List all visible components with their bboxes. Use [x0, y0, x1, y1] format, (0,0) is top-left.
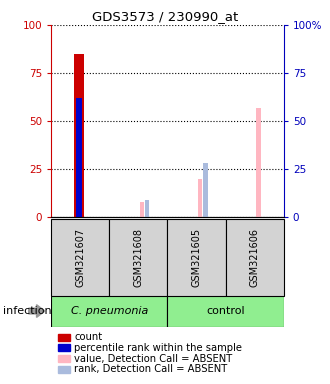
Bar [168, 296, 284, 327]
Text: infection: infection [3, 306, 52, 316]
Text: count: count [74, 332, 102, 342]
Text: GSM321606: GSM321606 [250, 228, 260, 287]
Bar [256, 108, 261, 217]
Bar [198, 179, 202, 217]
Text: control: control [206, 306, 245, 316]
Bar [168, 219, 226, 296]
Text: GSM321605: GSM321605 [191, 228, 202, 287]
Bar [76, 98, 82, 217]
Bar [140, 202, 144, 217]
Text: GSM321607: GSM321607 [75, 228, 85, 287]
Bar [51, 219, 109, 296]
Bar [145, 200, 149, 217]
Bar [203, 163, 208, 217]
Bar [226, 219, 284, 296]
Text: GDS3573 / 230990_at: GDS3573 / 230990_at [92, 10, 238, 23]
Text: C. pneumonia: C. pneumonia [71, 306, 148, 316]
Text: percentile rank within the sample: percentile rank within the sample [74, 343, 242, 353]
Bar [51, 296, 168, 327]
Text: value, Detection Call = ABSENT: value, Detection Call = ABSENT [74, 354, 233, 364]
Text: GSM321608: GSM321608 [133, 228, 144, 287]
FancyArrow shape [29, 305, 45, 317]
Bar [109, 219, 167, 296]
Text: rank, Detection Call = ABSENT: rank, Detection Call = ABSENT [74, 364, 227, 374]
Bar [74, 54, 84, 217]
